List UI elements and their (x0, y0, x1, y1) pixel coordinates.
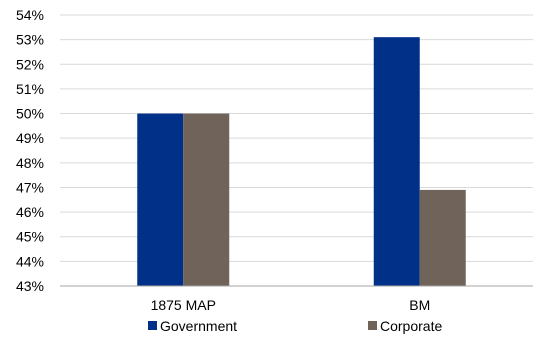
legend-swatch-government (148, 321, 157, 330)
legend-swatch-corporate (368, 321, 377, 330)
x-axis-category-labels: 1875 MAP BM (151, 297, 431, 313)
y-tick-label: 52% (16, 56, 44, 72)
legend-label-corporate: Corporate (380, 318, 442, 334)
x-category-label: BM (409, 297, 430, 313)
y-tick-label: 54% (16, 7, 44, 23)
y-tick-label: 43% (16, 278, 44, 294)
bars (137, 37, 466, 286)
x-category-label: 1875 MAP (151, 297, 216, 313)
bar-government-1875-map (137, 113, 184, 286)
legend: Government Corporate (148, 318, 442, 334)
y-tick-label: 44% (16, 253, 44, 269)
y-tick-label: 49% (16, 130, 44, 146)
y-tick-label: 50% (16, 106, 44, 122)
bar-corporate-1875-map (183, 113, 230, 286)
y-tick-label: 47% (16, 179, 44, 195)
y-tick-label: 46% (16, 204, 44, 220)
bar-government-bm (373, 37, 420, 286)
y-axis-tick-labels: 43% 44% 45% 46% 47% 48% 49% 50% 51% 52% 53% 54% (16, 7, 44, 294)
y-tick-label: 53% (16, 32, 44, 48)
y-tick-label: 45% (16, 229, 44, 245)
y-tick-label: 48% (16, 155, 44, 171)
y-tick-label: 51% (16, 81, 44, 97)
legend-label-government: Government (160, 318, 237, 334)
bar-corporate-bm (419, 189, 466, 286)
